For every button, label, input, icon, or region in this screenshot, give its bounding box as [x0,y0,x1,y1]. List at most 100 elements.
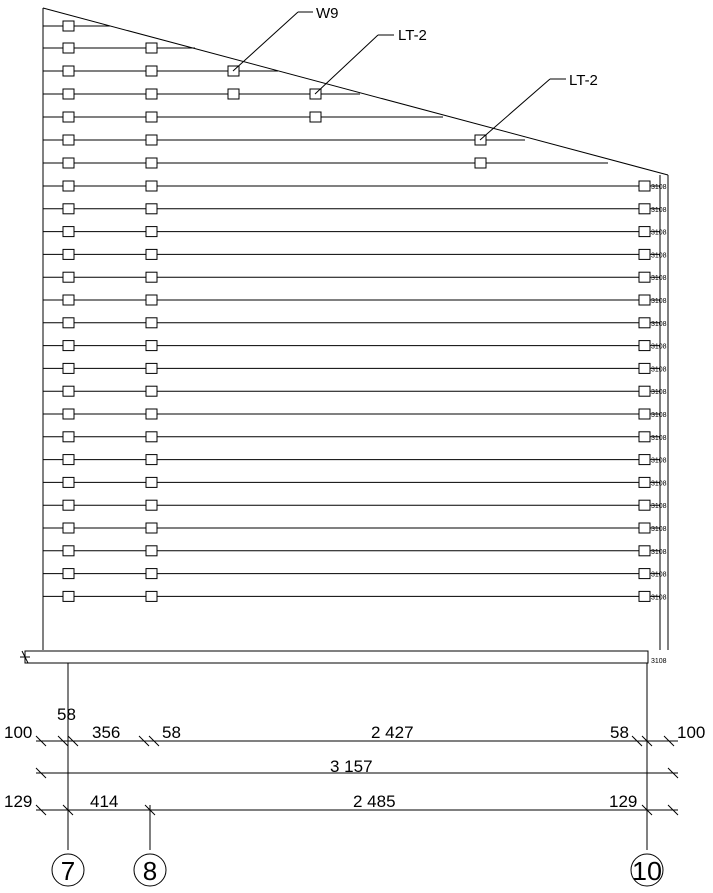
row-tag: 3108 [651,572,667,579]
dimension-row-3 [35,804,679,816]
fastener-square [638,294,651,306]
fastener-square [62,590,75,602]
row-tag: 3108 [651,526,667,533]
dim-row3-3: 129 [609,792,637,811]
row-tag: 3108 [651,366,667,373]
callout-w9 [232,11,313,72]
axis-10-label: 10 [632,856,662,886]
fastener-square [145,568,158,580]
fastener-square [145,454,158,466]
fastener-square [638,454,651,466]
dim-row1-4: 2 427 [371,723,414,742]
joist-row: 3108 [43,203,667,215]
row-tag: 3108 [651,480,667,487]
fastener-square [62,180,75,192]
short-rows [43,20,608,169]
joist-row: 3108 [43,476,667,488]
fastener-square [145,408,158,420]
fastener-square [638,568,651,580]
fastener-square [638,590,651,602]
fastener-square [62,545,75,557]
dim-row1-5: 58 [610,723,629,742]
fastener-square [145,590,158,602]
row-tag: 3108 [651,184,667,191]
joist-row: 3108 [43,271,667,283]
dimension-row-1 [35,735,678,747]
dim-row1-0: 100 [4,723,32,742]
row-tag: 3108 [651,207,667,214]
fastener-square [145,362,158,374]
fastener-square [638,522,651,534]
row-tag: 3108 [651,389,667,396]
fastener-square [62,522,75,534]
fastener-square [638,340,651,352]
axis-bubble-10: 10 [630,853,664,887]
row-tag: 3108 [651,275,667,282]
joist-row: 3108 [43,568,667,580]
joist-row: 3108 [43,385,667,397]
fastener-square [145,203,158,215]
fastener-square [638,476,651,488]
joist-row: 3108 [43,454,667,466]
fastener-square [62,476,75,488]
fastener-square [638,499,651,511]
fastener-square [145,317,158,329]
dim-row1-3: 58 [162,723,181,742]
dim-row1-2: 356 [92,723,120,742]
fastener-square [145,522,158,534]
fastener-square [638,545,651,557]
fastener-square [62,203,75,215]
joist-row: 3108 [43,180,667,192]
joist-row: 3108 [43,499,667,511]
callout-lt2-a [314,34,394,95]
base-plate-tag: 3108 [651,658,667,665]
fastener-square [638,203,651,215]
joist-row: 3108 [43,362,667,374]
fastener-square [145,271,158,283]
fastener-square [62,408,75,420]
dim-total: 3 157 [330,757,373,776]
fastener-square [638,271,651,283]
joist-row: 3108 [43,317,667,329]
fastener-square [145,180,158,192]
row-tag: 3108 [651,435,667,442]
joist-row: 3108 [43,340,667,352]
joist-row: 3108 [43,431,667,443]
fastener-square [638,180,651,192]
fastener-square [62,317,75,329]
fastener-square [638,431,651,443]
joist-row: 3108 [43,248,667,260]
callout-lt2-a-label: LT-2 [398,27,427,44]
dim-row3-1: 414 [90,792,118,811]
fastener-square [62,226,75,238]
fastener-square [62,499,75,511]
fastener-square [62,271,75,283]
callout-w9-label: W9 [316,5,339,22]
extension-lines [67,663,648,850]
callout-lt2-b-label: LT-2 [569,72,598,89]
row-tag: 3108 [651,252,667,259]
fastener-square [638,408,651,420]
dimension-row-2 [35,767,679,779]
fastener-square [62,385,75,397]
fastener-square [638,385,651,397]
row-tag: 3108 [651,549,667,556]
fastener-square [145,499,158,511]
fastener-square [62,362,75,374]
fastener-square [638,317,651,329]
row-tag: 3108 [651,458,667,465]
joist-row: 3108 [43,545,667,557]
dim-row1-6: 100 [677,723,705,742]
fastener-square [62,248,75,260]
axis-bubble-8: 8 [133,853,167,887]
base-plate [20,650,649,664]
fastener-square [62,568,75,580]
fastener-square [62,431,75,443]
fastener-square [145,340,158,352]
fastener-square [145,431,158,443]
fastener-square [638,226,651,238]
dim-row1-1: 58 [57,705,76,724]
axis-8-label: 8 [143,856,157,886]
joist-row: 3108 [43,590,667,602]
